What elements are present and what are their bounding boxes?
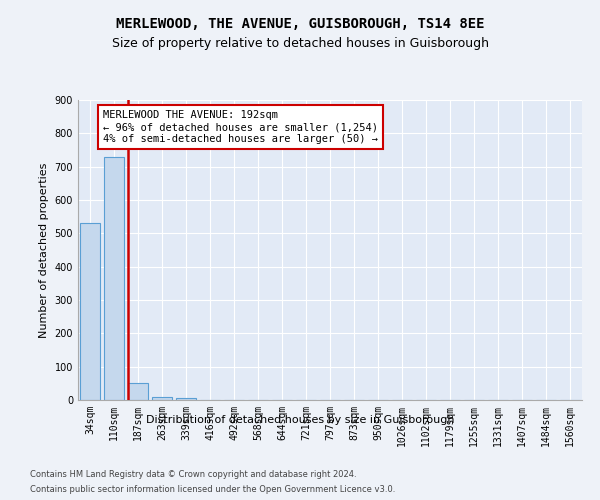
Bar (128, 384, 148, 400)
Text: Contains public sector information licensed under the Open Government Licence v3: Contains public sector information licen… (30, 485, 395, 494)
Y-axis label: Number of detached properties: Number of detached properties (39, 162, 49, 338)
Bar (80, 224, 100, 400)
Text: Contains HM Land Registry data © Crown copyright and database right 2024.: Contains HM Land Registry data © Crown c… (30, 470, 356, 479)
Text: MERLEWOOD THE AVENUE: 192sqm
← 96% of detached houses are smaller (1,254)
4% of : MERLEWOOD THE AVENUE: 192sqm ← 96% of de… (103, 110, 378, 144)
Text: Distribution of detached houses by size in Guisborough: Distribution of detached houses by size … (146, 415, 454, 425)
Text: Size of property relative to detached houses in Guisborough: Size of property relative to detached ho… (112, 38, 488, 51)
Text: MERLEWOOD, THE AVENUE, GUISBOROUGH, TS14 8EE: MERLEWOOD, THE AVENUE, GUISBOROUGH, TS14… (116, 18, 484, 32)
Bar (152, 396, 172, 400)
Bar (104, 158, 124, 400)
Bar (176, 398, 196, 400)
